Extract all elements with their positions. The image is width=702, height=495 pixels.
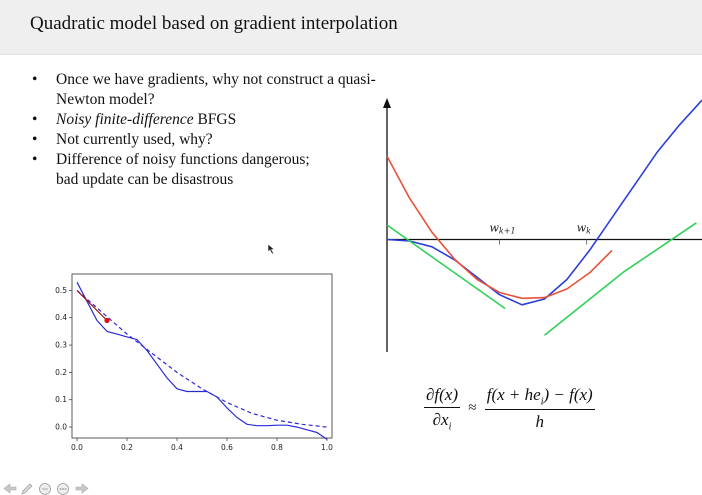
x-tick-label: 0.8	[271, 443, 283, 452]
partial-numerator: ∂f(x)	[424, 385, 460, 408]
y-tick-label: 0.2	[55, 368, 67, 377]
x-tick-label: 0.2	[121, 443, 133, 452]
partial-denominator: ∂xi	[424, 408, 460, 432]
y-tick-label: 0.0	[55, 423, 67, 432]
pen-icon[interactable]	[20, 482, 34, 495]
bullet-text: Noisy finite-difference BFGS	[56, 110, 392, 130]
partial-denominator-sub: i	[448, 421, 452, 433]
x-tick-label: 0.6	[221, 443, 233, 452]
quasi-newton-model-chart: wk+1 wk	[383, 98, 702, 352]
difference-numerator: f(x + hei) − f(x)	[484, 385, 595, 411]
x-tick-label: 1.0	[321, 443, 333, 452]
plot-frame	[71, 273, 333, 439]
bullet-item: • Not currently used, why?	[32, 130, 392, 150]
curve-line-1	[386, 155, 613, 300]
partial-derivative: ∂f(x) ∂xi	[424, 385, 460, 432]
bullet-item: • Noisy finite-difference BFGS	[32, 110, 392, 130]
mouse-cursor-icon	[267, 243, 276, 255]
x-tick-label: 0.4	[171, 443, 183, 452]
bullet-item: • Difference of noisy functions dangerou…	[32, 150, 316, 190]
bullet-text: Difference of noisy functions dangerous;…	[56, 151, 310, 188]
difference-quotient: f(x + hei) − f(x) h	[484, 385, 595, 432]
y-tick-label: 0.1	[55, 395, 67, 404]
difference-numerator-tail: ) − f(x)	[543, 385, 593, 404]
x-tick-label: wk	[577, 222, 591, 236]
forward-arrow-icon[interactable]	[74, 482, 90, 495]
bullet-item: • Once we have gradients, why not constr…	[32, 70, 392, 110]
partial-denominator-text: ∂x	[432, 410, 449, 429]
x-tick-label: 0.0	[71, 443, 83, 452]
curve-line-2	[386, 224, 506, 310]
bullet-italic-text: Noisy finite-difference	[56, 111, 194, 128]
bullet-dot: •	[32, 71, 38, 88]
bullet-plain-text: BFGS	[193, 111, 237, 128]
finite-difference-formula: ∂f(x) ∂xi ≈ f(x + hei) − f(x) h	[424, 385, 595, 432]
presentation-toolbar	[0, 482, 120, 495]
highlight-point	[104, 317, 110, 324]
y-axis-arrow-icon	[383, 98, 391, 108]
slides-icon[interactable]	[38, 482, 52, 495]
bullet-dot: •	[32, 131, 38, 148]
noisy-function-chart: 0.0 0.2 0.4 0.6 0.8 1.0 0.0 0.1 0.2 0.3 0.4 0.5	[55, 273, 333, 452]
y-tick-label: 0.5	[55, 286, 67, 295]
x-tick-label: wk+1	[490, 222, 516, 236]
bullet-text: Not currently used, why?	[56, 131, 213, 148]
curve-line-3	[543, 222, 697, 336]
difference-numerator-head: f(x + he	[486, 385, 541, 404]
slide-title: Quadratic model based on gradient interp…	[30, 13, 398, 34]
bullet-dot: •	[32, 151, 38, 168]
difference-numerator-sub: i	[540, 396, 544, 408]
approx-sign: ≈	[468, 400, 477, 417]
bullet-dot: •	[32, 111, 38, 128]
y-tick-label: 0.3	[55, 341, 67, 350]
series-line-0	[76, 281, 328, 440]
bullet-list: • Once we have gradients, why not constr…	[32, 70, 392, 190]
back-arrow-icon[interactable]	[2, 482, 18, 495]
bullet-text: Once we have gradients, why not construc…	[56, 71, 376, 108]
slide-title-bar: Quadratic model based on gradient interp…	[0, 0, 702, 55]
difference-denominator: h	[535, 412, 544, 432]
series-line-2	[76, 289, 108, 321]
zoom-icon[interactable]	[56, 482, 70, 495]
y-tick-label: 0.4	[55, 313, 67, 322]
curve-line-0	[386, 99, 702, 306]
